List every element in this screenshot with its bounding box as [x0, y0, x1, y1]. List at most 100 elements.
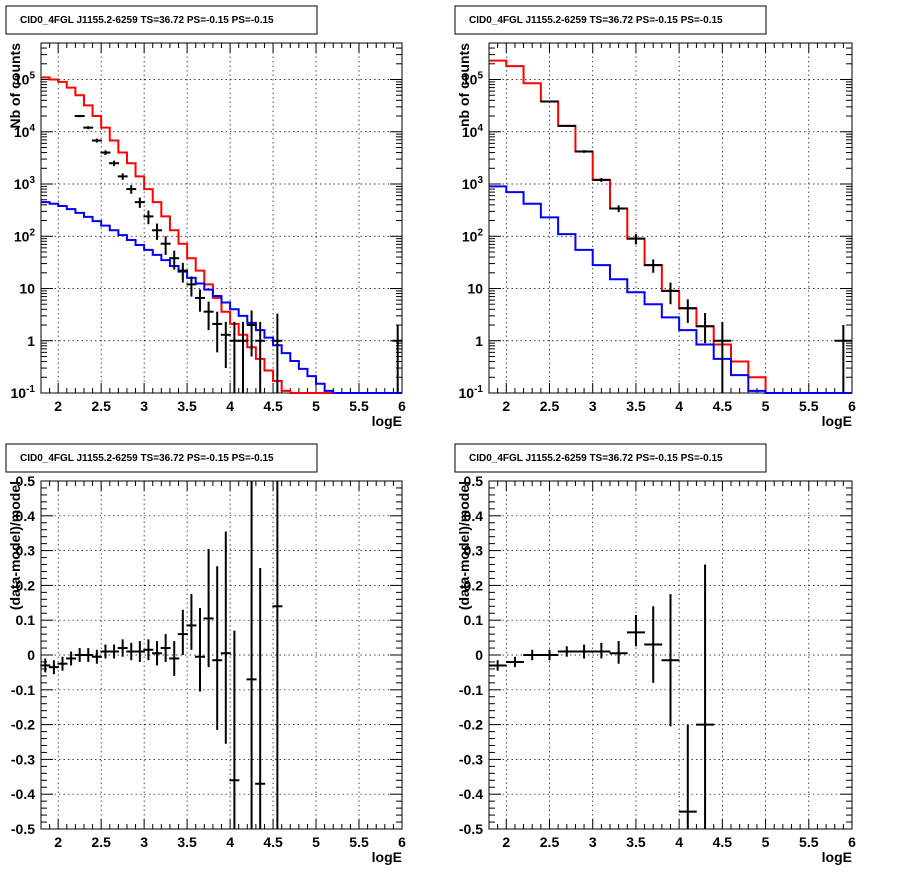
x-tick-label: 3	[140, 398, 148, 414]
y-tick-label: 10	[19, 281, 35, 297]
data-point	[83, 648, 94, 662]
data-point	[246, 310, 257, 357]
y-tick-label-base: 10	[462, 124, 478, 140]
y-tick-label-exp: 3	[29, 175, 35, 186]
y-tick-label: 1	[27, 333, 35, 349]
grid	[41, 43, 402, 393]
data-point	[661, 594, 680, 727]
y-tick-label: -0.5	[459, 821, 483, 837]
data-point	[713, 321, 732, 393]
x-tick-label: 2	[502, 398, 510, 414]
y-tick-label: 102	[14, 227, 36, 244]
chart-title-box	[454, 443, 767, 473]
y-tick-label-exp: 5	[477, 71, 483, 82]
data-point	[661, 282, 680, 305]
y-tick-label: 0.1	[464, 612, 484, 628]
data-point	[626, 234, 645, 245]
chart-title-box	[5, 5, 318, 35]
data-point	[644, 259, 663, 273]
x-tick-label: 4.5	[713, 834, 733, 850]
chart-title: CID0_4FGL J1155.2-6259 TS=36.72 PS=-0.15…	[20, 453, 274, 464]
data-point	[203, 548, 214, 668]
data-points	[74, 114, 403, 393]
x-tick-label: 3	[589, 398, 597, 414]
chart-panel-3: CID0_4FGL J1155.2-6259 TS=36.72 PS=-0.15…	[5, 443, 406, 865]
y-tick-label-base: 10	[14, 176, 30, 192]
y-tick-label: 0	[475, 647, 483, 663]
data-point	[126, 185, 137, 194]
data-point	[644, 606, 663, 683]
x-tick-label: 4	[226, 834, 234, 850]
data-point	[160, 236, 171, 255]
y-tick-label-exp: -1	[26, 384, 35, 395]
y-tick-label-exp: 4	[29, 123, 35, 134]
data-point	[212, 311, 223, 353]
y-tick-label: 0.3	[464, 543, 484, 559]
data-point	[272, 481, 283, 829]
data-point	[220, 531, 231, 744]
x-tick-label: 2.5	[540, 398, 560, 414]
y-tick-label: -0.4	[11, 786, 35, 802]
data-point	[195, 608, 206, 692]
y-tick-label-base: 10	[462, 228, 478, 244]
chart-panel-4: CID0_4FGL J1155.2-6259 TS=36.72 PS=-0.15…	[454, 443, 856, 865]
y-tick-label: -0.1	[11, 682, 35, 698]
data-point	[160, 634, 171, 662]
data-point	[109, 160, 120, 167]
data-point	[100, 644, 111, 659]
y-tick-label: 105	[462, 71, 484, 88]
x-tick-label: 4.5	[713, 398, 733, 414]
data-point	[91, 649, 102, 664]
data-point	[126, 642, 137, 661]
y-tick-label-base: 10	[459, 385, 475, 401]
data-point	[186, 594, 197, 650]
x-axis-label: logE	[372, 413, 402, 429]
x-tick-label: 6	[848, 834, 856, 850]
data-point	[696, 312, 715, 344]
x-tick-label: 5	[762, 834, 770, 850]
y-tick-label: -0.2	[459, 717, 483, 733]
data-point	[177, 609, 188, 655]
y-tick-label-base: 10	[11, 385, 27, 401]
series-line-blue	[41, 201, 402, 394]
data-point	[203, 301, 214, 331]
data-point	[74, 648, 85, 662]
y-axis-label: Nb of counts	[7, 43, 23, 129]
y-axis-label: nb of counts	[456, 43, 472, 127]
data-point	[609, 641, 628, 664]
chart-title: CID0_4FGL J1155.2-6259 TS=36.72 PS=-0.15…	[469, 15, 723, 26]
data-points	[540, 100, 853, 393]
y-axis-label: (data-model)/model	[7, 481, 23, 610]
y-tick-label: 0.2	[464, 577, 484, 593]
data-point	[392, 325, 403, 393]
data-point	[678, 299, 697, 323]
y-tick-label: 10-1	[459, 384, 484, 401]
chart-title: CID0_4FGL J1155.2-6259 TS=36.72 PS=-0.15…	[20, 15, 274, 26]
y-tick-label: 105	[14, 71, 36, 88]
x-tick-label: 4.5	[263, 834, 283, 850]
x-tick-label: 2	[502, 834, 510, 850]
data-point	[220, 321, 231, 369]
data-point	[237, 321, 248, 393]
y-tick-label: -0.2	[11, 717, 35, 733]
data-point	[109, 644, 120, 659]
y-tick-label: 104	[462, 123, 484, 140]
y-tick-label: 0.5	[464, 473, 484, 489]
x-tick-label: 5	[762, 398, 770, 414]
y-tick-label: 1	[475, 333, 483, 349]
y-tick-label-exp: 2	[477, 227, 483, 238]
y-tick-label: 10-1	[11, 384, 36, 401]
data-point	[48, 660, 59, 675]
data-point	[83, 126, 94, 130]
x-tick-label: 4	[675, 834, 683, 850]
data-point	[74, 114, 85, 118]
y-tick-label: 0.4	[16, 508, 36, 524]
y-tick-label: 0.4	[464, 508, 484, 524]
y-tick-label: -0.1	[459, 682, 483, 698]
y-tick-label-base: 10	[14, 124, 30, 140]
y-tick-label: 0.1	[16, 612, 36, 628]
x-tick-label: 5.5	[349, 398, 369, 414]
